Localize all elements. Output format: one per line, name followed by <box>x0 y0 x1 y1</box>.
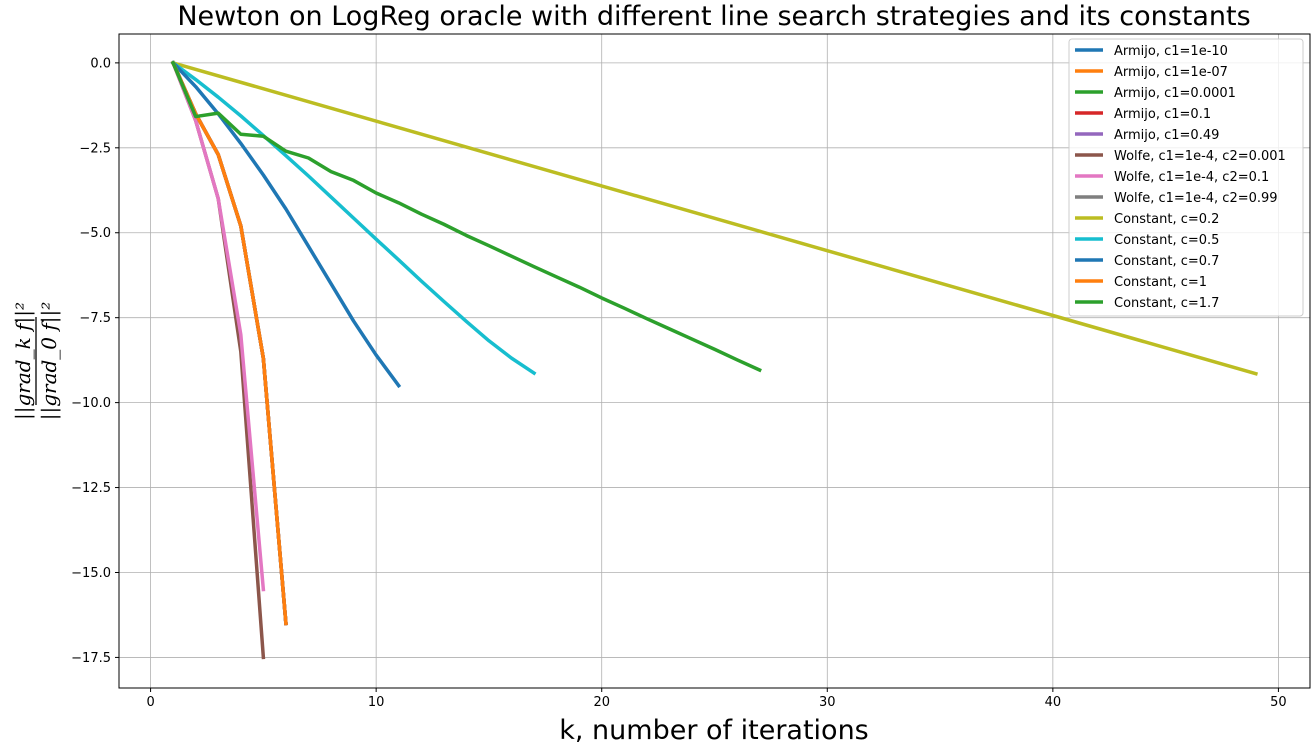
legend-entry-label: Wolfe, c1=1e-4, c2=0.001 <box>1114 149 1286 164</box>
axis-ticks: 0 10 20 30 40 50 0.0 −2.5 −5.0 −7.5 −10.0 −12.5 −15.… <box>71 56 1287 710</box>
y-axis-label: ||grad_k f||² ||grad_0 f||² <box>11 302 62 421</box>
plot-frame <box>118 33 1311 689</box>
y-tick-label: 0.0 <box>90 56 111 71</box>
series-line <box>170 60 1259 376</box>
legend-frame <box>1068 38 1304 317</box>
legend-entry-label: Constant, c=0.7 <box>1114 254 1219 269</box>
y-tick-label: −15.0 <box>71 566 111 581</box>
series-line <box>170 60 402 389</box>
legend-entry-label: Armijo, c1=1e-10 <box>1114 44 1228 59</box>
grid <box>119 34 1310 688</box>
legend-entry-label: Armijo, c1=0.0001 <box>1114 86 1236 101</box>
legend-entry-label: Armijo, c1=0.49 <box>1114 128 1219 143</box>
y-axis-label-numerator: ||grad_k f||² <box>11 302 36 420</box>
x-tick-label: 40 <box>1045 695 1062 710</box>
series-line <box>170 60 537 376</box>
x-axis-label: k, number of iterations <box>559 715 869 746</box>
x-tick-label: 30 <box>819 695 836 710</box>
series-line <box>170 60 762 373</box>
legend-entry-label: Wolfe, c1=1e-4, c2=0.1 <box>1114 170 1269 185</box>
legend-entry-label: Armijo, c1=1e-07 <box>1114 65 1228 80</box>
chart-title: Newton on LogReg oracle with different l… <box>177 1 1250 32</box>
series-lines <box>170 60 1259 660</box>
legend: Armijo, c1=1e-10 Armijo, c1=1e-07 Armijo, … <box>1068 38 1304 317</box>
y-tick-label: −12.5 <box>71 481 111 496</box>
legend-entry-label: Constant, c=1 <box>1114 275 1207 290</box>
legend-entry-label: Constant, c=1.7 <box>1114 296 1219 311</box>
x-tick-label: 20 <box>593 695 610 710</box>
y-axis-label-denominator: ||grad_0 f||² <box>37 302 62 421</box>
legend-entry-label: Constant, c=0.5 <box>1114 233 1219 248</box>
x-tick-label: 10 <box>368 695 385 710</box>
x-tick-label: 50 <box>1270 695 1287 710</box>
y-tick-label: −5.0 <box>79 226 111 241</box>
legend-entry-label: Constant, c=0.2 <box>1114 212 1219 227</box>
y-tick-label: −10.0 <box>71 396 111 411</box>
legend-entry-label: Wolfe, c1=1e-4, c2=0.99 <box>1114 191 1278 206</box>
x-tick-label: 0 <box>146 695 154 710</box>
y-tick-label: −2.5 <box>79 141 111 156</box>
legend-entry-label: Armijo, c1=0.1 <box>1114 107 1211 122</box>
y-tick-label: −7.5 <box>79 311 111 326</box>
y-tick-label: −17.5 <box>71 651 111 666</box>
